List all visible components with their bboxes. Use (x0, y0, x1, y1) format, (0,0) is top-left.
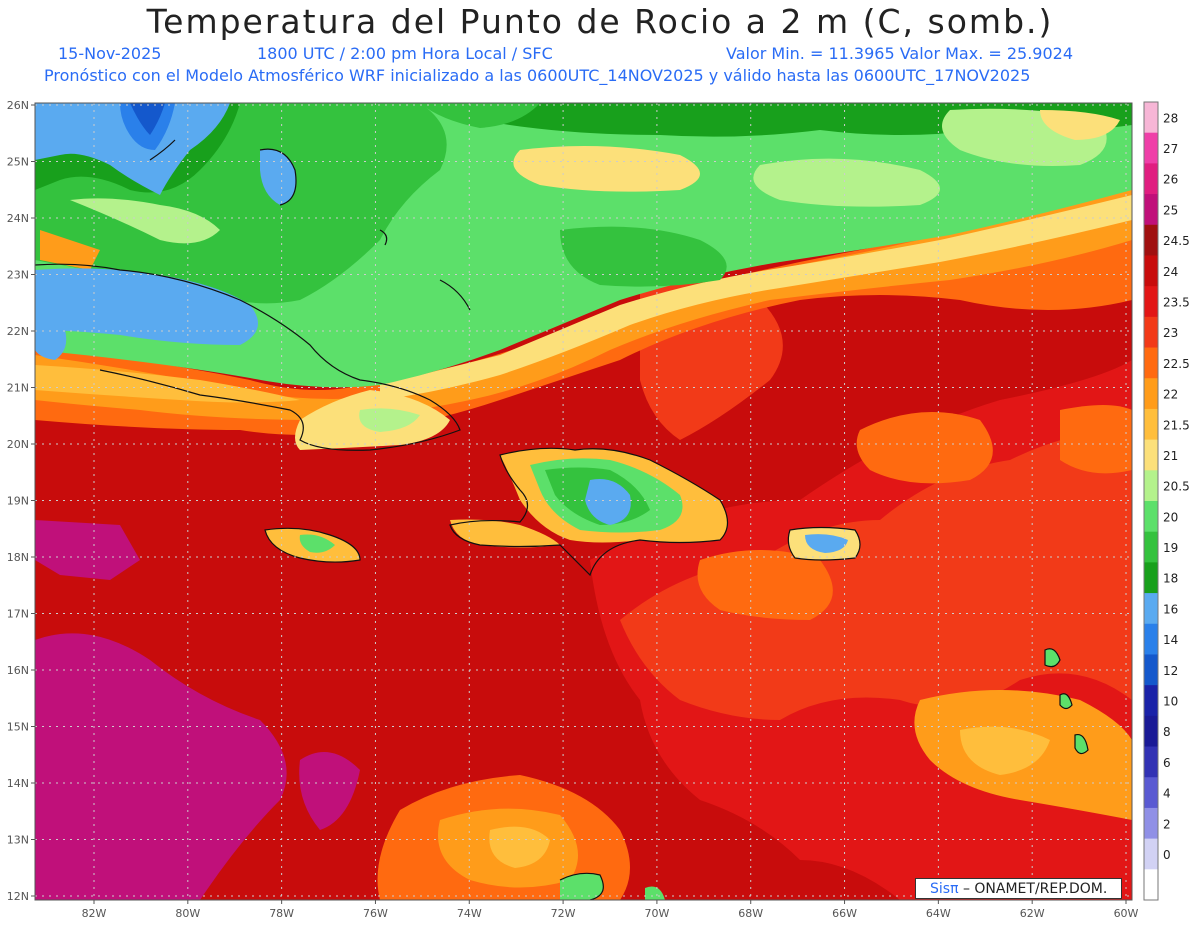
dewpoint-field (35, 103, 1132, 900)
legend-swatch (1144, 838, 1158, 870)
legend-label: 16 (1163, 602, 1178, 616)
valid-date: 15-Nov-2025 (58, 44, 162, 63)
legend-swatch (1144, 501, 1158, 533)
lat-label: 24N (7, 212, 29, 225)
legend-label: 14 (1163, 633, 1178, 647)
lat-label: 14N (7, 777, 29, 790)
lat-label: 16N (7, 664, 29, 677)
lat-label: 19N (7, 495, 29, 508)
legend-swatch (1144, 224, 1158, 256)
legend-label: 18 (1163, 572, 1178, 586)
min-max-values: Valor Min. = 11.3965 Valor Max. = 25.902… (726, 44, 1074, 63)
legend-swatch (1144, 623, 1158, 655)
legend-label: 27 (1163, 142, 1178, 156)
map-title: Temperatura del Punto de Rocio a 2 m (C,… (146, 2, 1054, 41)
longitude-labels: 82W 80W 78W 76W 74W 72W 70W 68W 66W 64W 62W 60W (82, 900, 1139, 920)
lon-label: 80W (175, 907, 200, 920)
legend-swatch (1144, 408, 1158, 441)
legend-label: 8 (1163, 725, 1171, 739)
legend-label: 25 (1163, 203, 1178, 217)
legend-label: 20 (1163, 510, 1178, 524)
legend-label: 12 (1163, 664, 1178, 678)
legend-label: 22 (1163, 388, 1178, 402)
lon-label: 68W (738, 907, 763, 920)
legend-swatch (1144, 347, 1158, 379)
legend-label: 20.5 (1163, 480, 1190, 494)
latitude-labels: 26N 25N 24N 23N 22N 21N 20N 19N 18N 17N 16N 15N 14N 1… (7, 99, 35, 903)
color-legend: 2827262524.52423.52322.52221.52120.52019… (1143, 101, 1190, 901)
lon-label: 70W (644, 907, 669, 920)
legend-swatch (1144, 194, 1158, 226)
legend-swatch (1144, 715, 1158, 748)
legend-label: 19 (1163, 541, 1178, 555)
legend-swatch (1144, 562, 1158, 594)
sispi-logo: Sisπ (930, 881, 959, 897)
legend-label: 24.5 (1163, 234, 1190, 248)
lon-label: 62W (1020, 907, 1045, 920)
lon-label: 72W (551, 907, 576, 920)
lon-label: 64W (926, 907, 951, 920)
legend-swatch (1144, 685, 1158, 717)
lat-label: 22N (7, 325, 29, 338)
lat-label: 15N (7, 721, 29, 734)
lat-label: 21N (7, 382, 29, 395)
legend-label: 23.5 (1163, 296, 1190, 310)
lat-label: 13N (7, 834, 29, 847)
legend-swatch (1144, 593, 1158, 625)
legend-label: 21 (1163, 449, 1178, 463)
credit-box: Sisπ – ONAMET/REP.DOM. (915, 878, 1122, 899)
legend-label: 21.5 (1163, 418, 1190, 432)
legend-swatch (1144, 102, 1158, 134)
legend-label: 22.5 (1163, 357, 1190, 371)
legend-swatch (1144, 286, 1158, 318)
legend-label: 23 (1163, 326, 1178, 340)
legend-swatch (1144, 163, 1158, 195)
legend-swatch (1144, 746, 1158, 778)
legend-swatch (1144, 777, 1158, 809)
legend-label: 2 (1163, 817, 1171, 831)
lat-label: 23N (7, 269, 29, 282)
legend-swatch (1144, 132, 1158, 164)
lat-lon-grid (35, 103, 1132, 900)
lon-label: 74W (457, 907, 482, 920)
legend-swatch (1144, 869, 1158, 901)
legend-swatch (1144, 470, 1158, 502)
legend-label: 4 (1163, 787, 1171, 801)
legend-swatch (1144, 654, 1158, 686)
legend-label: 0 (1163, 848, 1171, 862)
legend-label: 24 (1163, 265, 1178, 279)
legend-frame (1143, 101, 1159, 901)
model-description: Pronóstico con el Modelo Atmosférico WRF… (44, 66, 1031, 85)
lat-label: 17N (7, 608, 29, 621)
lat-label: 20N (7, 438, 29, 451)
lon-label: 82W (82, 907, 107, 920)
lon-label: 60W (1114, 907, 1139, 920)
legend-label: 26 (1163, 173, 1178, 187)
legend-label: 28 (1163, 111, 1178, 125)
legend-swatch (1144, 531, 1158, 563)
lat-label: 18N (7, 551, 29, 564)
legend-swatch (1144, 316, 1158, 349)
credit-text: – ONAMET/REP.DOM. (962, 881, 1108, 897)
legend-swatch (1144, 439, 1158, 471)
lon-label: 78W (269, 907, 294, 920)
valid-time: 1800 UTC / 2:00 pm Hora Local / SFC (257, 44, 553, 63)
lon-label: 66W (832, 907, 857, 920)
legend-swatch (1144, 378, 1158, 410)
legend-swatch (1144, 807, 1158, 840)
map-frame (34, 102, 1133, 901)
lat-label: 25N (7, 156, 29, 169)
lon-label: 76W (363, 907, 388, 920)
lat-label: 12N (7, 890, 29, 903)
coastlines (35, 139, 1089, 900)
legend-label: 10 (1163, 695, 1178, 709)
legend-swatch (1144, 255, 1158, 287)
lat-label: 26N (7, 99, 29, 112)
legend-label: 6 (1163, 756, 1171, 770)
